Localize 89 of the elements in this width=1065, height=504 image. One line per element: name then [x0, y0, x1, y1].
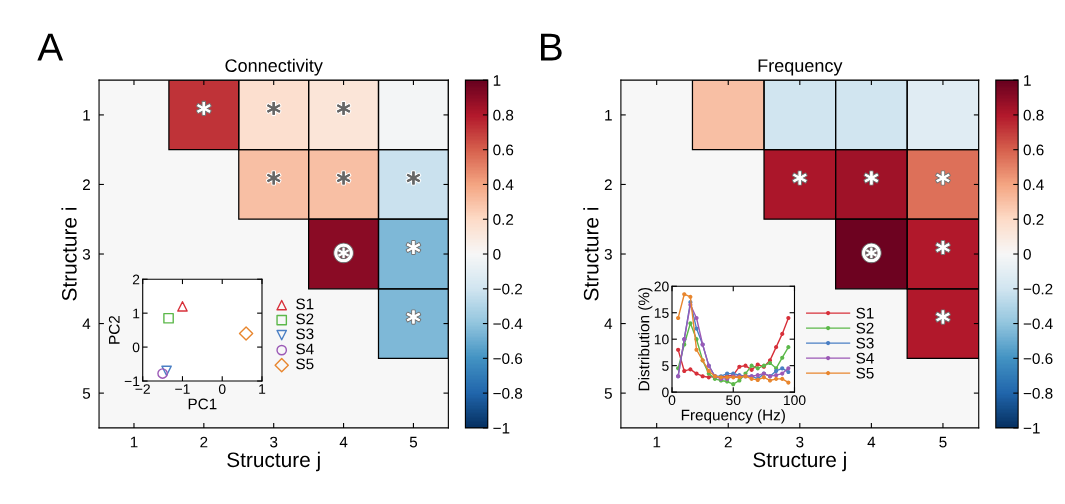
- x-tick-label: 100: [783, 395, 806, 406]
- y-tick-label: 4: [82, 318, 91, 330]
- data-label: ⊛: [862, 243, 881, 263]
- x-axis-title: Structure j: [227, 451, 320, 472]
- color-bar-label: −0.4: [493, 318, 523, 330]
- y-tick-label: 20: [654, 281, 669, 292]
- text: B: [541, 33, 562, 61]
- x-tick-label: 4: [867, 436, 876, 448]
- color-bar-label: 1: [493, 75, 501, 86]
- data-label: *: [793, 171, 807, 185]
- color-bar-label: −1: [493, 422, 510, 434]
- color-bar-label: 0.4: [493, 179, 514, 191]
- x-tick-label: 2: [724, 436, 732, 448]
- legend-label: S3: [296, 328, 314, 340]
- data-label: *: [864, 171, 879, 185]
- data-label: *: [406, 241, 421, 254]
- color-bar-label: −1: [1023, 422, 1040, 434]
- x-tick-label: 50: [726, 395, 741, 406]
- x-tick-label: 4: [339, 436, 348, 448]
- y-tick-label: 0: [132, 342, 140, 353]
- legend-label: S2: [296, 313, 314, 325]
- data-label: *: [197, 101, 211, 115]
- y-axis-title: Structure i: [583, 207, 599, 301]
- legend-label: S4: [296, 343, 314, 355]
- color-bar-label: −0.8: [493, 387, 523, 399]
- y-tick-label: 2: [82, 179, 90, 190]
- y-axis-title: Structure i: [61, 207, 77, 301]
- legend-label: S2: [856, 322, 874, 334]
- color-bar-label: 0.2: [1023, 214, 1044, 225]
- x-tick-label: 2: [200, 436, 208, 448]
- data-label: *: [936, 241, 950, 254]
- color-bar-label: 0.6: [493, 144, 514, 156]
- legend-label: S5: [856, 367, 874, 379]
- y-tick-label: 3: [604, 248, 612, 260]
- color-bar-label: 0: [493, 248, 501, 260]
- data-label: *: [267, 101, 281, 115]
- x-tick-label: 1: [259, 384, 266, 394]
- x-tick-label: −2: [135, 384, 150, 394]
- color-bar-label: −0.2: [1023, 283, 1053, 295]
- color-bar-label: −0.4: [1023, 318, 1053, 330]
- y-tick-label: 2: [132, 274, 140, 285]
- x-tick-label: 3: [796, 436, 804, 448]
- x-tick-label: 5: [939, 436, 947, 448]
- x-tick-label: 5: [409, 436, 418, 448]
- y-tick-label: 1: [605, 109, 612, 121]
- data-label: *: [406, 171, 421, 185]
- x-axis-title: Structure j: [753, 451, 846, 472]
- data-label: *: [936, 310, 950, 324]
- color-bar-label: 0.4: [1023, 179, 1044, 191]
- color-bar-label: −0.6: [493, 353, 523, 365]
- color-bar-label: −0.8: [1023, 387, 1053, 399]
- legend-label: S1: [856, 307, 874, 319]
- data-label: ⊛: [334, 243, 353, 263]
- data-label: *: [936, 171, 950, 185]
- y-tick-label: 1: [83, 109, 90, 121]
- color-bar-label: 0: [1023, 248, 1031, 260]
- color-bar-label: −0.2: [493, 283, 523, 295]
- y-tick-label: 3: [82, 248, 91, 260]
- legend-label: S1: [296, 298, 314, 310]
- color-bar-label: 0.2: [493, 214, 514, 225]
- x-tick-label: −1: [175, 384, 190, 394]
- legend-label: S4: [856, 352, 874, 364]
- color-bar-label: 1: [1024, 75, 1031, 86]
- y-tick-label: 1: [133, 308, 140, 319]
- y-tick-label: 10: [654, 334, 669, 345]
- data-label: *: [336, 101, 351, 115]
- y-axis-title: Distribution (%): [638, 287, 653, 391]
- color-bar-label: 0.8: [1023, 109, 1044, 121]
- legend-label: S5: [296, 358, 314, 370]
- x-axis-title: PC1: [188, 398, 217, 410]
- y-tick-label: 15: [654, 308, 669, 318]
- chart-title: Connectivity: [225, 58, 323, 76]
- data-label: *: [267, 171, 281, 185]
- x-tick-label: 3: [270, 436, 278, 448]
- data-label: *: [336, 171, 351, 185]
- y-tick-label: 2: [604, 179, 612, 190]
- x-axis-title: Frequency (Hz): [681, 409, 785, 424]
- y-tick-label: −1: [124, 376, 140, 387]
- color-bar-label: 0.8: [493, 109, 514, 121]
- data-label: *: [406, 310, 421, 324]
- text: A: [37, 33, 64, 61]
- chart-title: Frequency: [758, 59, 843, 76]
- x-tick-label: 0: [218, 384, 226, 394]
- y-tick-label: 5: [662, 361, 669, 371]
- color-bar-label: −0.6: [1023, 353, 1053, 365]
- color-bar-label: 0.6: [1023, 144, 1044, 156]
- y-tick-label: 4: [604, 318, 613, 330]
- y-axis-title: PC2: [108, 316, 120, 344]
- legend-label: S3: [856, 337, 874, 349]
